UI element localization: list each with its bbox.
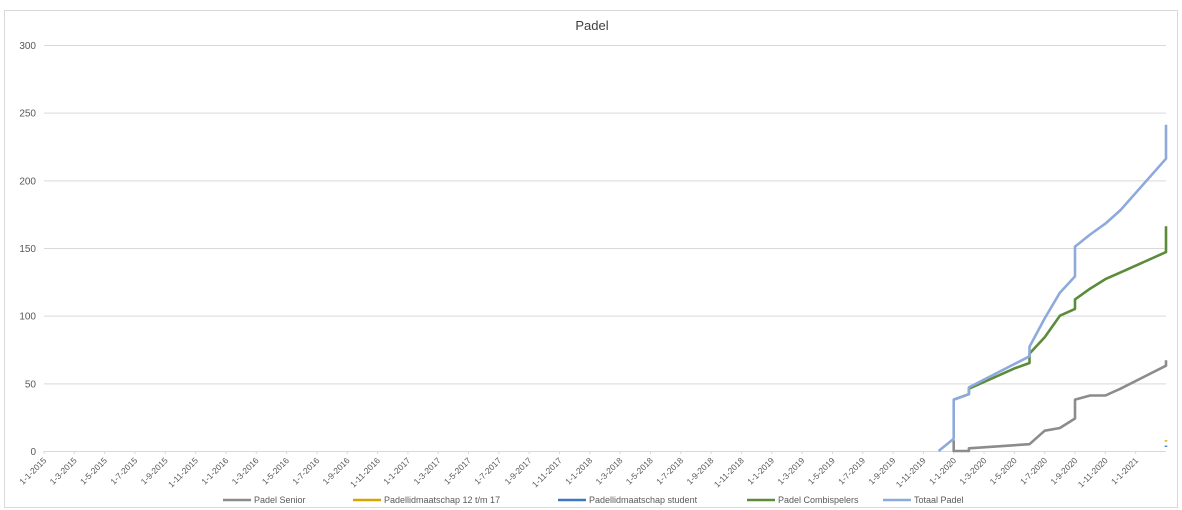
y-axis-ticks: 0 50 100 150 200 250 300	[19, 41, 36, 458]
legend: Padel Senior Padellidmaatschap 12 t/m 17 P…	[223, 495, 964, 505]
series-line-totaal-padel	[937, 124, 1168, 453]
y-tick-label: 250	[19, 109, 36, 120]
y-tick-label: 300	[19, 41, 36, 52]
y-tick-label: 50	[25, 379, 37, 390]
legend-label: Totaal Padel	[914, 495, 964, 505]
legend-label: Padellidmaatschap student	[589, 495, 698, 505]
gridlines	[44, 45, 1166, 452]
series-lines	[937, 124, 1168, 453]
chart-title: Padel	[575, 18, 608, 33]
y-tick-label: 100	[19, 312, 36, 323]
y-tick-label: 0	[30, 447, 36, 458]
chart-frame	[4, 10, 1178, 508]
y-tick-label: 200	[19, 176, 36, 187]
series-line-padel-combispelers	[953, 226, 1168, 401]
y-tick-label: 150	[19, 244, 36, 255]
series-line-padel-senior	[952, 360, 1168, 453]
legend-label: Padel Senior	[254, 495, 306, 505]
legend-label: Padellidmaatschap 12 t/m 17	[384, 495, 500, 505]
legend-label: Padel Combispelers	[778, 495, 859, 505]
